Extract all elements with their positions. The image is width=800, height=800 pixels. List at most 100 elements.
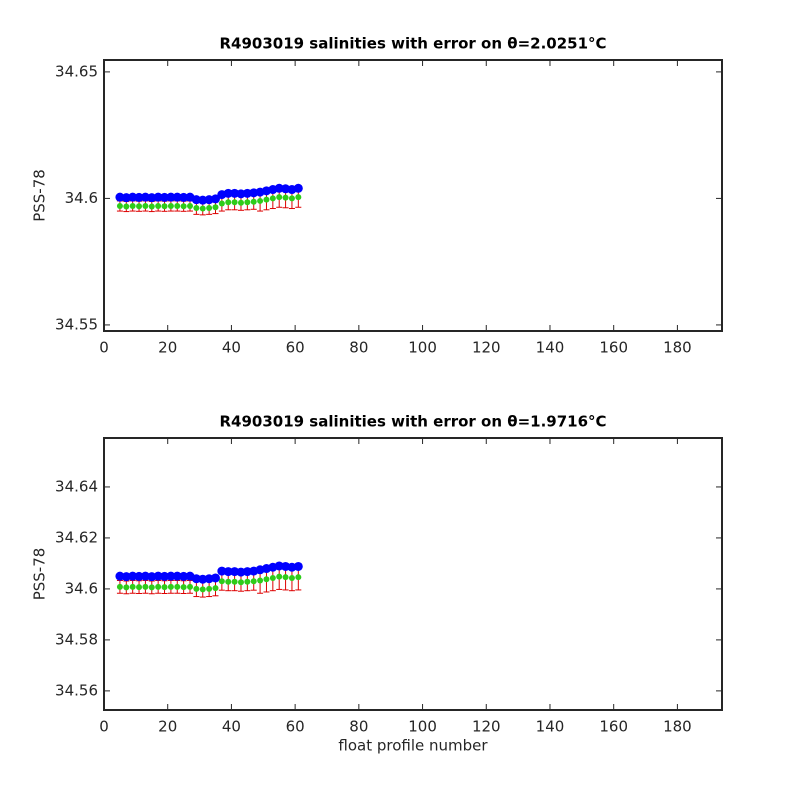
data-point [167, 203, 174, 210]
x-tick-label: 100 [408, 339, 437, 357]
data-point [160, 192, 170, 202]
data-point [218, 578, 225, 585]
data-point [237, 579, 244, 586]
x-axis-label: float profile number [338, 737, 488, 755]
data-point [153, 571, 163, 581]
data-point [161, 584, 168, 591]
data-point [134, 192, 144, 202]
x-tick-label: 180 [663, 718, 692, 736]
data-point [128, 192, 138, 202]
data-point [134, 571, 144, 581]
x-tick-label: 80 [349, 718, 368, 736]
data-point [179, 571, 189, 581]
data-point [231, 199, 238, 206]
data-point [225, 199, 232, 206]
x-tick-label: 20 [158, 718, 177, 736]
x-tick-label: 180 [663, 339, 692, 357]
data-point [282, 574, 289, 581]
data-point [223, 188, 233, 198]
data-point [257, 197, 264, 204]
x-tick-label: 40 [222, 339, 241, 357]
data-point [293, 561, 303, 571]
chart-title: R4903019 salinities with error on θ=1.97… [219, 413, 606, 431]
y-axis-label: PSS-78 [31, 548, 49, 601]
x-tick-label: 0 [99, 339, 109, 357]
data-point [263, 196, 270, 203]
y-tick-label: 34.6 [65, 189, 98, 207]
data-point [257, 577, 264, 584]
data-point [160, 571, 170, 581]
data-point [148, 203, 155, 210]
data-point [276, 194, 283, 201]
y-axis-label: PSS-78 [31, 169, 49, 222]
data-point [269, 195, 276, 202]
data-point [244, 199, 251, 206]
data-point [206, 205, 213, 212]
data-point [155, 203, 162, 210]
data-point [288, 195, 295, 202]
data-point [148, 584, 155, 591]
data-point [136, 203, 143, 210]
x-tick-label: 60 [286, 339, 305, 357]
data-point [218, 200, 225, 207]
data-point [293, 183, 303, 193]
y-tick-label: 34.6 [65, 579, 98, 597]
data-point [244, 578, 251, 585]
data-point [210, 573, 220, 583]
y-tick-label: 34.56 [55, 681, 98, 699]
x-tick-label: 60 [286, 718, 305, 736]
data-point [199, 205, 206, 212]
x-tick-label: 80 [349, 339, 368, 357]
data-point [295, 194, 302, 201]
data-point [187, 203, 194, 210]
data-point [193, 585, 200, 592]
data-point [276, 573, 283, 580]
x-tick-label: 140 [536, 718, 565, 736]
x-tick-label: 120 [472, 339, 501, 357]
y-tick-label: 34.58 [55, 630, 98, 648]
data-point [231, 578, 238, 585]
data-point [180, 203, 187, 210]
data-point [167, 583, 174, 590]
data-point [250, 578, 257, 585]
data-point [153, 192, 163, 202]
x-tick-label: 120 [472, 718, 501, 736]
data-point [206, 585, 213, 592]
x-tick-label: 20 [158, 339, 177, 357]
y-tick-label: 34.64 [55, 477, 98, 495]
data-point [282, 194, 289, 201]
data-point [155, 583, 162, 590]
data-point [174, 583, 181, 590]
data-point [210, 194, 220, 204]
data-point [129, 203, 136, 210]
data-point [116, 583, 123, 590]
data-point [142, 583, 149, 590]
data-point [187, 583, 194, 590]
x-tick-label: 160 [599, 718, 628, 736]
data-point [223, 567, 233, 577]
data-point [123, 584, 130, 591]
data-point [116, 203, 123, 210]
plot-area [103, 437, 723, 711]
data-point [180, 584, 187, 591]
data-point [142, 203, 149, 210]
data-point [193, 205, 200, 212]
data-point [250, 198, 257, 205]
y-tick-label: 34.65 [55, 62, 98, 80]
data-point [128, 571, 138, 581]
data-point [172, 192, 182, 202]
data-point [212, 585, 219, 592]
y-tick-label: 34.55 [55, 315, 98, 333]
x-tick-label: 160 [599, 339, 628, 357]
data-point [172, 571, 182, 581]
chart-title: R4903019 salinities with error on θ=2.02… [219, 35, 606, 53]
data-point [212, 204, 219, 211]
data-point [166, 571, 176, 581]
x-tick-label: 40 [222, 718, 241, 736]
x-tick-label: 100 [408, 718, 437, 736]
data-point [129, 583, 136, 590]
data-point [174, 203, 181, 210]
x-tick-label: 140 [536, 339, 565, 357]
